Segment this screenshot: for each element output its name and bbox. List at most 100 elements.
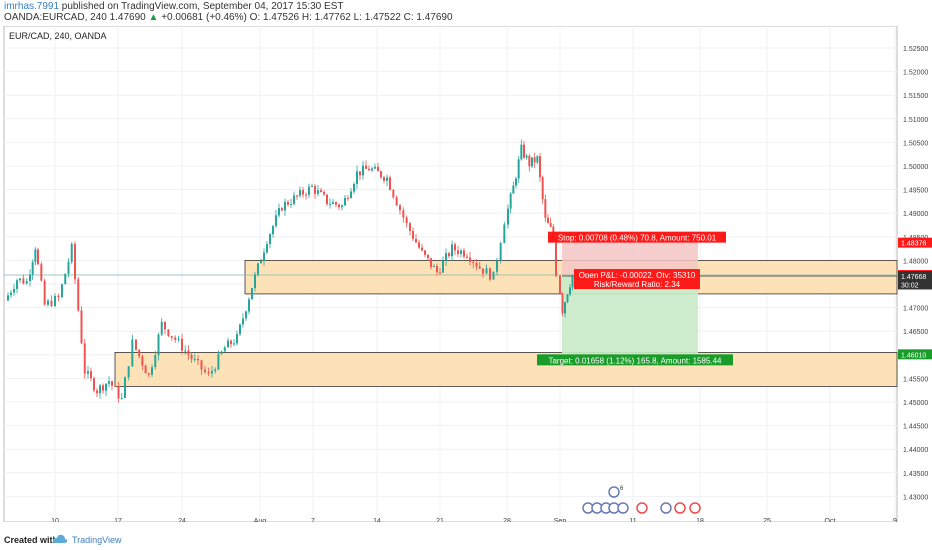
- candle-body: [405, 217, 408, 224]
- time-axis[interactable]: 10 17 24 Aug 7 14 21 28 Sep 11 18 25 Oct 9: [51, 518, 897, 522]
- tradingview-cloud-icon[interactable]: [52, 533, 68, 545]
- candle-body: [160, 321, 163, 335]
- candle-body: [463, 250, 465, 257]
- symbol-label: OANDA:EURCAD, 240: [4, 12, 107, 23]
- candle-body: [117, 386, 120, 399]
- candle-body: [359, 171, 361, 176]
- candle-body: [96, 390, 98, 394]
- candle-body: [512, 185, 515, 194]
- candle-body: [236, 334, 238, 344]
- candle-body: [323, 191, 325, 195]
- candle-body: [120, 397, 123, 399]
- candle-body: [90, 371, 92, 379]
- candle-body: [475, 263, 478, 267]
- price-tick-label: 1.51000: [903, 117, 928, 124]
- target-label-bg: [537, 354, 733, 366]
- candle-body: [22, 278, 25, 284]
- candle-body: [275, 215, 277, 227]
- candle-body: [154, 355, 157, 368]
- candle-body: [230, 340, 232, 345]
- candle-body: [47, 300, 49, 305]
- price-badge-label: 1.46010: [901, 352, 926, 359]
- candle-body: [427, 254, 429, 259]
- candle-body: [344, 197, 346, 206]
- stop-label: Stop: 0.00708 (0.48%) 70.8, Amount: 750.…: [558, 234, 717, 243]
- candle-body: [227, 340, 229, 348]
- candle-body: [564, 302, 566, 314]
- candle-body: [469, 257, 471, 263]
- price-tick-label: 1.47000: [903, 306, 928, 313]
- candle-body: [353, 183, 355, 192]
- footer: Created with TradingView: [0, 530, 932, 550]
- risk-reward-label-bg: [574, 278, 700, 290]
- candle-body: [7, 295, 9, 301]
- price-change: +0.00681 (+0.46%): [161, 12, 247, 23]
- candle-body: [503, 224, 506, 244]
- candle-body: [531, 157, 533, 167]
- candle-body: [296, 195, 298, 197]
- candle-body: [308, 186, 310, 195]
- position-labels: Stop: 0.00708 (0.48%) 70.8, Amount: 750.…: [537, 231, 733, 366]
- candle-body: [436, 266, 438, 273]
- candle-body: [525, 155, 528, 158]
- tradingview-brand[interactable]: TradingView: [72, 535, 122, 545]
- candle-body: [187, 350, 190, 355]
- candle-body: [131, 339, 134, 367]
- candle-body: [211, 370, 213, 374]
- time-tick-label: 24: [178, 518, 186, 522]
- price-chart[interactable]: Stop: 0.00708 (0.48%) 70.8, Amount: 750.…: [0, 26, 932, 522]
- candle-body: [451, 244, 453, 257]
- candle-body: [54, 295, 56, 307]
- candle-body: [311, 186, 313, 188]
- candle-body: [31, 261, 34, 275]
- candle-body: [402, 210, 405, 218]
- candle-body: [528, 155, 531, 167]
- price-tick-label: 1.49500: [903, 188, 928, 195]
- candle-body: [448, 253, 450, 257]
- time-tick-label: 14: [373, 518, 381, 522]
- candle-body: [127, 366, 130, 378]
- candle-body: [287, 201, 289, 205]
- price-axis[interactable]: 1.52500 1.52000 1.51500 1.51000 1.50500 1.500…: [898, 46, 932, 501]
- candle-body: [19, 278, 21, 281]
- time-tick-label: 9: [893, 518, 897, 522]
- candle-body: [263, 252, 265, 261]
- candle-body: [418, 242, 420, 248]
- candle-body: [392, 189, 395, 198]
- candle-body: [147, 373, 150, 375]
- candle-body: [347, 197, 349, 199]
- symbol-quote-line: OANDA:EURCAD, 240 1.47690 ▲ +0.00681 (+0…: [4, 12, 453, 23]
- candle-body: [541, 177, 544, 200]
- event-group-icon: [608, 486, 620, 498]
- stop-label-bg: [548, 231, 726, 243]
- candle-body: [566, 294, 569, 303]
- chart-legend: EUR/CAD, 240, OANDA: [9, 31, 107, 41]
- price-tick-label: 1.45500: [903, 376, 928, 383]
- candle-body: [80, 310, 83, 344]
- candle-body: [214, 369, 217, 371]
- price-tick-label: 1.44000: [903, 447, 928, 454]
- candle-body: [245, 311, 247, 319]
- open-pl-label-bg: [574, 269, 700, 281]
- time-tick-label: 21: [436, 518, 444, 522]
- candle-body: [362, 165, 364, 176]
- candle-body: [389, 177, 391, 190]
- candle-body: [430, 258, 432, 267]
- candle-body: [559, 275, 561, 294]
- candle-body: [269, 234, 271, 245]
- time-tick-label: 17: [114, 518, 122, 522]
- time-tick-label: 28: [503, 518, 511, 522]
- candle-body: [329, 203, 331, 205]
- candle-body: [124, 377, 126, 398]
- ohlc-values: O: 1.47526 H: 1.47762 L: 1.47522 C: 1.47…: [249, 12, 453, 23]
- candle-body: [356, 171, 358, 184]
- candle-body: [555, 234, 557, 276]
- author-link[interactable]: imrhas.7991: [4, 1, 60, 12]
- economic-events[interactable]: 6: [582, 486, 701, 514]
- candle-body: [217, 353, 220, 370]
- candle-body: [523, 144, 525, 158]
- long-position-tool[interactable]: [4, 242, 897, 355]
- price-tick-label: 1.48000: [903, 258, 928, 265]
- candle-body: [350, 191, 352, 199]
- candle-body: [141, 356, 144, 366]
